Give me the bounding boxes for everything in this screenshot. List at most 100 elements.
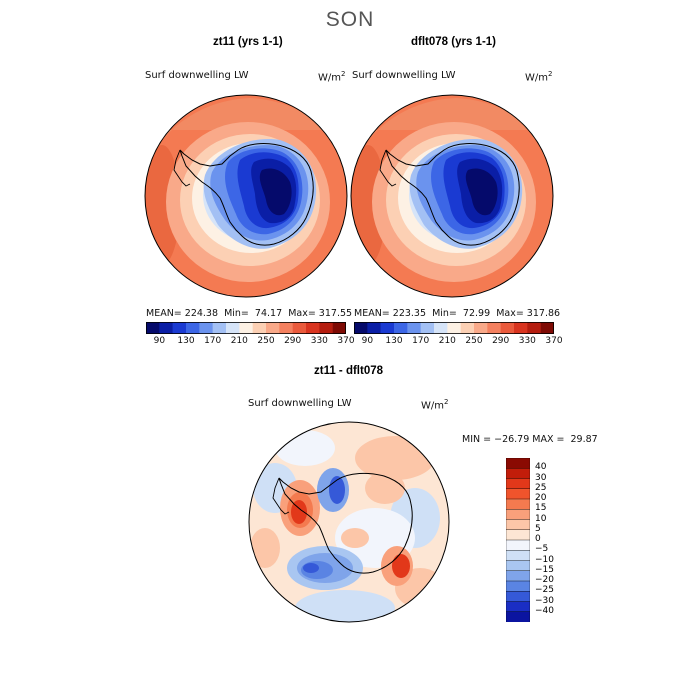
colorbar-2-ticks: 90 130 170 210 250 290 330 370 bbox=[354, 336, 563, 348]
colorbar-swatch bbox=[292, 322, 307, 334]
panel-1-title: zt11 (yrs 1-1) bbox=[213, 36, 283, 48]
diff-colorbar-swatch bbox=[506, 529, 530, 541]
diff-colorbar-swatch bbox=[506, 488, 530, 500]
colorbar-tick-label: 370 bbox=[337, 336, 355, 346]
colorbar-tick-label: 170 bbox=[412, 336, 430, 346]
diff-colorbar-swatch bbox=[506, 539, 530, 551]
top-maps bbox=[144, 94, 554, 298]
panel-1-min: Min= 74.17 bbox=[224, 308, 283, 319]
colorbar-swatch bbox=[407, 322, 421, 334]
colorbar-tick-label: 210 bbox=[438, 336, 456, 346]
colorbar-swatch bbox=[159, 322, 173, 334]
colorbar-swatch bbox=[434, 322, 448, 334]
diff-colorbar-tick-label: 5 bbox=[535, 523, 541, 534]
colorbar-tick-label: 170 bbox=[204, 336, 222, 346]
colorbar-tick-label: 90 bbox=[361, 336, 374, 346]
diff-colorbar-tick-label: −5 bbox=[535, 544, 549, 555]
diff-colorbar-tick-label: 30 bbox=[535, 472, 547, 483]
diff-colorbar-swatch bbox=[506, 519, 530, 531]
colorbar-tick-label: 90 bbox=[153, 336, 166, 346]
colorbar-swatch bbox=[394, 322, 408, 334]
colorbar-swatch bbox=[527, 322, 541, 334]
diff-colorbar-tick-label: −15 bbox=[535, 564, 554, 575]
colorbar-tick-label: 370 bbox=[545, 336, 563, 346]
diff-colorbar-tick-label: 10 bbox=[535, 513, 547, 524]
diff-stats: MIN = −26.79 MAX = 29.87 bbox=[462, 434, 598, 445]
diff-colorbar-tick-label: −20 bbox=[535, 575, 554, 585]
colorbar-swatch bbox=[306, 322, 320, 334]
diff-colorbar-swatch bbox=[506, 611, 530, 622]
colorbar-swatch bbox=[319, 322, 333, 334]
diff-colorbar-swatch bbox=[506, 478, 530, 490]
colorbar-swatch bbox=[226, 322, 240, 334]
panel-2-max: Max= 317.86 bbox=[496, 308, 561, 319]
panel-2-units: W/m2 bbox=[525, 70, 553, 84]
colorbar-swatch bbox=[420, 322, 435, 334]
colorbar-swatch bbox=[212, 322, 227, 334]
diff-colorbar-swatch bbox=[506, 560, 530, 572]
colorbar-swatch bbox=[460, 322, 475, 334]
colorbar-border bbox=[354, 322, 554, 334]
diff-colorbar-swatch bbox=[506, 570, 530, 582]
colorbar-1 bbox=[146, 322, 346, 334]
diff-colorbar-swatch bbox=[506, 509, 530, 521]
diff-colorbar-tick-label: 15 bbox=[535, 503, 547, 514]
diff-units: W/m2 bbox=[421, 398, 449, 412]
diff-colorbar-swatch bbox=[506, 498, 530, 510]
diff-colorbar-tick-label: 0 bbox=[535, 534, 541, 544]
panel-2-min: Min= 72.99 bbox=[432, 308, 491, 319]
colorbar-tick-label: 330 bbox=[310, 336, 328, 346]
colorbar-tick-label: 290 bbox=[492, 336, 510, 346]
colorbar-swatch bbox=[239, 322, 253, 334]
diff-colorbar-swatch bbox=[506, 550, 530, 562]
panel-2-variable: Surf downwelling LW bbox=[352, 70, 456, 81]
diff-colorbar-swatch bbox=[506, 580, 530, 592]
colorbar-tick-label: 250 bbox=[465, 336, 483, 346]
colorbar-swatch bbox=[474, 322, 488, 334]
panel-1-variable: Surf downwelling LW bbox=[145, 70, 249, 81]
colorbar-swatch bbox=[354, 322, 368, 334]
diff-variable: Surf downwelling LW bbox=[248, 398, 352, 409]
main-title: SON bbox=[325, 8, 375, 31]
colorbar-swatch bbox=[199, 322, 213, 334]
diff-colorbar bbox=[506, 458, 530, 622]
colorbar-swatch bbox=[514, 322, 528, 334]
diff-colorbar-swatch bbox=[506, 591, 530, 603]
colorbar-swatch bbox=[447, 322, 461, 334]
colorbar-2 bbox=[354, 322, 554, 334]
colorbar-swatch bbox=[252, 322, 267, 334]
colorbar-swatch bbox=[186, 322, 200, 334]
diff-colorbar-ticks: 40 30 25 20 15 10 5 0 −5 −10 −15 −20 −25 −30 −40 bbox=[535, 458, 575, 622]
panel-1-max: Max= 317.55 bbox=[288, 308, 353, 319]
panel-2-mean: MEAN= 223.35 bbox=[354, 308, 427, 319]
panel-1-mean: MEAN= 224.38 bbox=[146, 308, 219, 319]
colorbar-swatch bbox=[380, 322, 395, 334]
colorbar-swatch bbox=[266, 322, 280, 334]
diff-colorbar-swatch bbox=[506, 458, 530, 469]
diff-map bbox=[248, 421, 450, 623]
colorbar-swatch bbox=[500, 322, 515, 334]
diff-colorbar-tick-label: −30 bbox=[535, 595, 554, 606]
diff-title: zt11 - dflt078 bbox=[314, 365, 384, 377]
panel-1-units: W/m2 bbox=[318, 70, 346, 84]
panel-1-map bbox=[145, 95, 347, 297]
colorbar-tick-label: 130 bbox=[385, 336, 403, 346]
colorbar-tick-label: 210 bbox=[230, 336, 248, 346]
colorbar-swatch bbox=[332, 322, 346, 334]
colorbar-swatch bbox=[172, 322, 187, 334]
colorbar-border bbox=[146, 322, 346, 334]
diff-colorbar-tick-label: 40 bbox=[535, 462, 547, 473]
colorbar-1-ticks: 90 130 170 210 250 290 330 370 bbox=[146, 336, 355, 348]
diff-colorbar-tick-label: 20 bbox=[535, 493, 547, 503]
colorbar-swatch bbox=[367, 322, 381, 334]
diff-colorbar-tick-label: −10 bbox=[535, 554, 554, 565]
panel-2-title: dflt078 (yrs 1-1) bbox=[411, 36, 497, 48]
diff-colorbar-swatch bbox=[506, 468, 530, 480]
colorbar-tick-label: 130 bbox=[177, 336, 195, 346]
panel-1-stats: MEAN= 224.38 Min= 74.17 Max= 317.55 bbox=[146, 308, 352, 319]
diff-colorbar-tick-label: −25 bbox=[535, 585, 554, 596]
colorbar-swatch bbox=[487, 322, 501, 334]
colorbar-tick-label: 250 bbox=[257, 336, 275, 346]
diff-colorbar-tick-label: −40 bbox=[535, 605, 554, 616]
colorbar-swatch bbox=[540, 322, 554, 334]
